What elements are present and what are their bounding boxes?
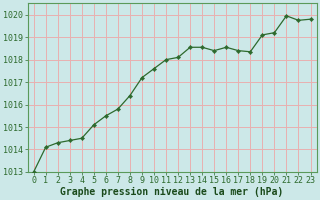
X-axis label: Graphe pression niveau de la mer (hPa): Graphe pression niveau de la mer (hPa) <box>60 186 284 197</box>
